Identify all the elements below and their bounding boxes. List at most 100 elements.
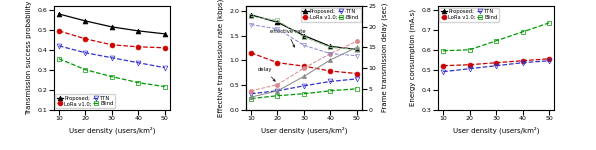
TTN — [82, 52, 89, 54]
LoRa v1.0; — [274, 62, 281, 64]
Proposed; — [466, 132, 473, 133]
X-axis label: User density (users/km²): User density (users/km²) — [453, 126, 539, 134]
TTN — [247, 93, 254, 95]
X-axis label: User density (users/km²): User density (users/km²) — [69, 126, 155, 134]
Proposed; — [161, 33, 168, 35]
Line: LoRa v1.0;: LoRa v1.0; — [57, 28, 167, 50]
TTN_r — [353, 55, 361, 57]
TTN — [519, 62, 526, 64]
Y-axis label: Effective transmission rate (kbps): Effective transmission rate (kbps) — [218, 0, 224, 117]
Blind_r — [300, 36, 308, 38]
TTN — [274, 90, 281, 92]
Blind — [55, 58, 63, 60]
TTN — [55, 45, 63, 47]
LoRa v1.0; — [519, 60, 526, 62]
Y-axis label: Energy consumption (mA.s): Energy consumption (mA.s) — [409, 9, 416, 106]
Proposed; — [353, 48, 361, 50]
Legend: Proposed;, LoRa v1.0;, TTN, Blind: Proposed;, LoRa v1.0;, TTN, Blind — [55, 94, 115, 108]
LoRa v1.0;_r — [300, 67, 308, 69]
Line: TTN_r: TTN_r — [249, 22, 359, 58]
Blind — [135, 82, 142, 84]
Blind — [327, 90, 334, 92]
Blind — [466, 49, 473, 51]
Line: Proposed;: Proposed; — [57, 12, 167, 36]
Blind — [545, 22, 552, 24]
LoRa v1.0; — [353, 73, 361, 74]
Line: TTN: TTN — [249, 76, 359, 96]
TTN — [353, 78, 361, 80]
Blind — [247, 98, 254, 100]
Line: LoRa v1.0;: LoRa v1.0; — [249, 50, 359, 76]
Proposed; — [327, 45, 334, 47]
Proposed; — [55, 13, 63, 15]
Proposed;_r — [274, 90, 281, 92]
TTN_r — [327, 53, 334, 54]
Proposed; — [519, 126, 526, 127]
Line: Blind: Blind — [57, 56, 167, 89]
LoRa v1.0; — [327, 70, 334, 72]
Blind — [492, 40, 499, 42]
TTN_r — [274, 28, 281, 30]
TTN — [466, 68, 473, 70]
Y-axis label: Transmission success probability: Transmission success probability — [26, 1, 32, 115]
Proposed; — [108, 26, 116, 28]
Blind — [108, 76, 116, 78]
TTN_r — [247, 24, 254, 26]
Line: TTN: TTN — [57, 43, 167, 70]
Line: Blind_r: Blind_r — [249, 14, 359, 52]
Blind — [353, 88, 361, 90]
LoRa v1.0;_r — [327, 53, 334, 54]
LoRa v1.0; — [108, 44, 116, 46]
Proposed; — [300, 35, 308, 36]
TTN — [440, 71, 447, 73]
TTN — [545, 60, 552, 62]
LoRa v1.0; — [300, 65, 308, 67]
Blind_r — [327, 46, 334, 48]
Text: effective rate: effective rate — [269, 29, 305, 47]
Line: Blind: Blind — [440, 21, 551, 53]
Proposed;_r — [247, 96, 254, 98]
Line: LoRa v1.0;_r: LoRa v1.0;_r — [249, 39, 359, 93]
Legend: Proposed;, LoRa v1.0;, TTN, Blind: Proposed;, LoRa v1.0;, TTN, Blind — [439, 8, 499, 22]
LoRa v1.0; — [466, 64, 473, 66]
LoRa v1.0; — [247, 52, 254, 54]
Blind — [440, 50, 447, 52]
Blind — [274, 95, 281, 97]
Line: LoRa v1.0;: LoRa v1.0; — [440, 56, 551, 68]
TTN — [327, 81, 334, 82]
Proposed; — [135, 30, 142, 32]
Proposed; — [492, 129, 499, 130]
TTN — [300, 85, 308, 87]
Blind — [161, 86, 168, 87]
Blind_r — [247, 15, 254, 17]
Proposed;_r — [327, 59, 334, 61]
Line: Proposed;_r: Proposed;_r — [249, 45, 359, 99]
LoRa v1.0; — [82, 38, 89, 40]
LoRa v1.0; — [55, 30, 63, 32]
LoRa v1.0; — [440, 65, 447, 67]
Proposed;_r — [353, 46, 361, 48]
Line: Blind: Blind — [249, 86, 359, 101]
Proposed; — [274, 21, 281, 23]
Blind — [519, 31, 526, 33]
TTN — [108, 57, 116, 59]
Blind — [82, 69, 89, 71]
LoRa v1.0; — [492, 62, 499, 64]
LoRa v1.0;_r — [274, 84, 281, 85]
X-axis label: User density (users/km²): User density (users/km²) — [260, 126, 347, 134]
Legend: Proposed;, LoRa v1.0;, TTN, Blind: Proposed;, LoRa v1.0;, TTN, Blind — [301, 8, 361, 22]
Proposed;_r — [300, 75, 308, 77]
Proposed; — [247, 14, 254, 16]
Blind_r — [274, 20, 281, 21]
Blind — [300, 93, 308, 95]
LoRa v1.0;_r — [247, 90, 254, 92]
LoRa v1.0;_r — [353, 40, 361, 42]
Blind_r — [353, 49, 361, 50]
Y-axis label: Frame transmission delay (sec): Frame transmission delay (sec) — [382, 3, 389, 112]
Proposed; — [82, 20, 89, 22]
TTN — [161, 67, 168, 69]
Proposed; — [440, 134, 447, 135]
Proposed; — [545, 123, 552, 124]
TTN — [135, 62, 142, 64]
Line: Proposed;: Proposed; — [249, 12, 359, 52]
